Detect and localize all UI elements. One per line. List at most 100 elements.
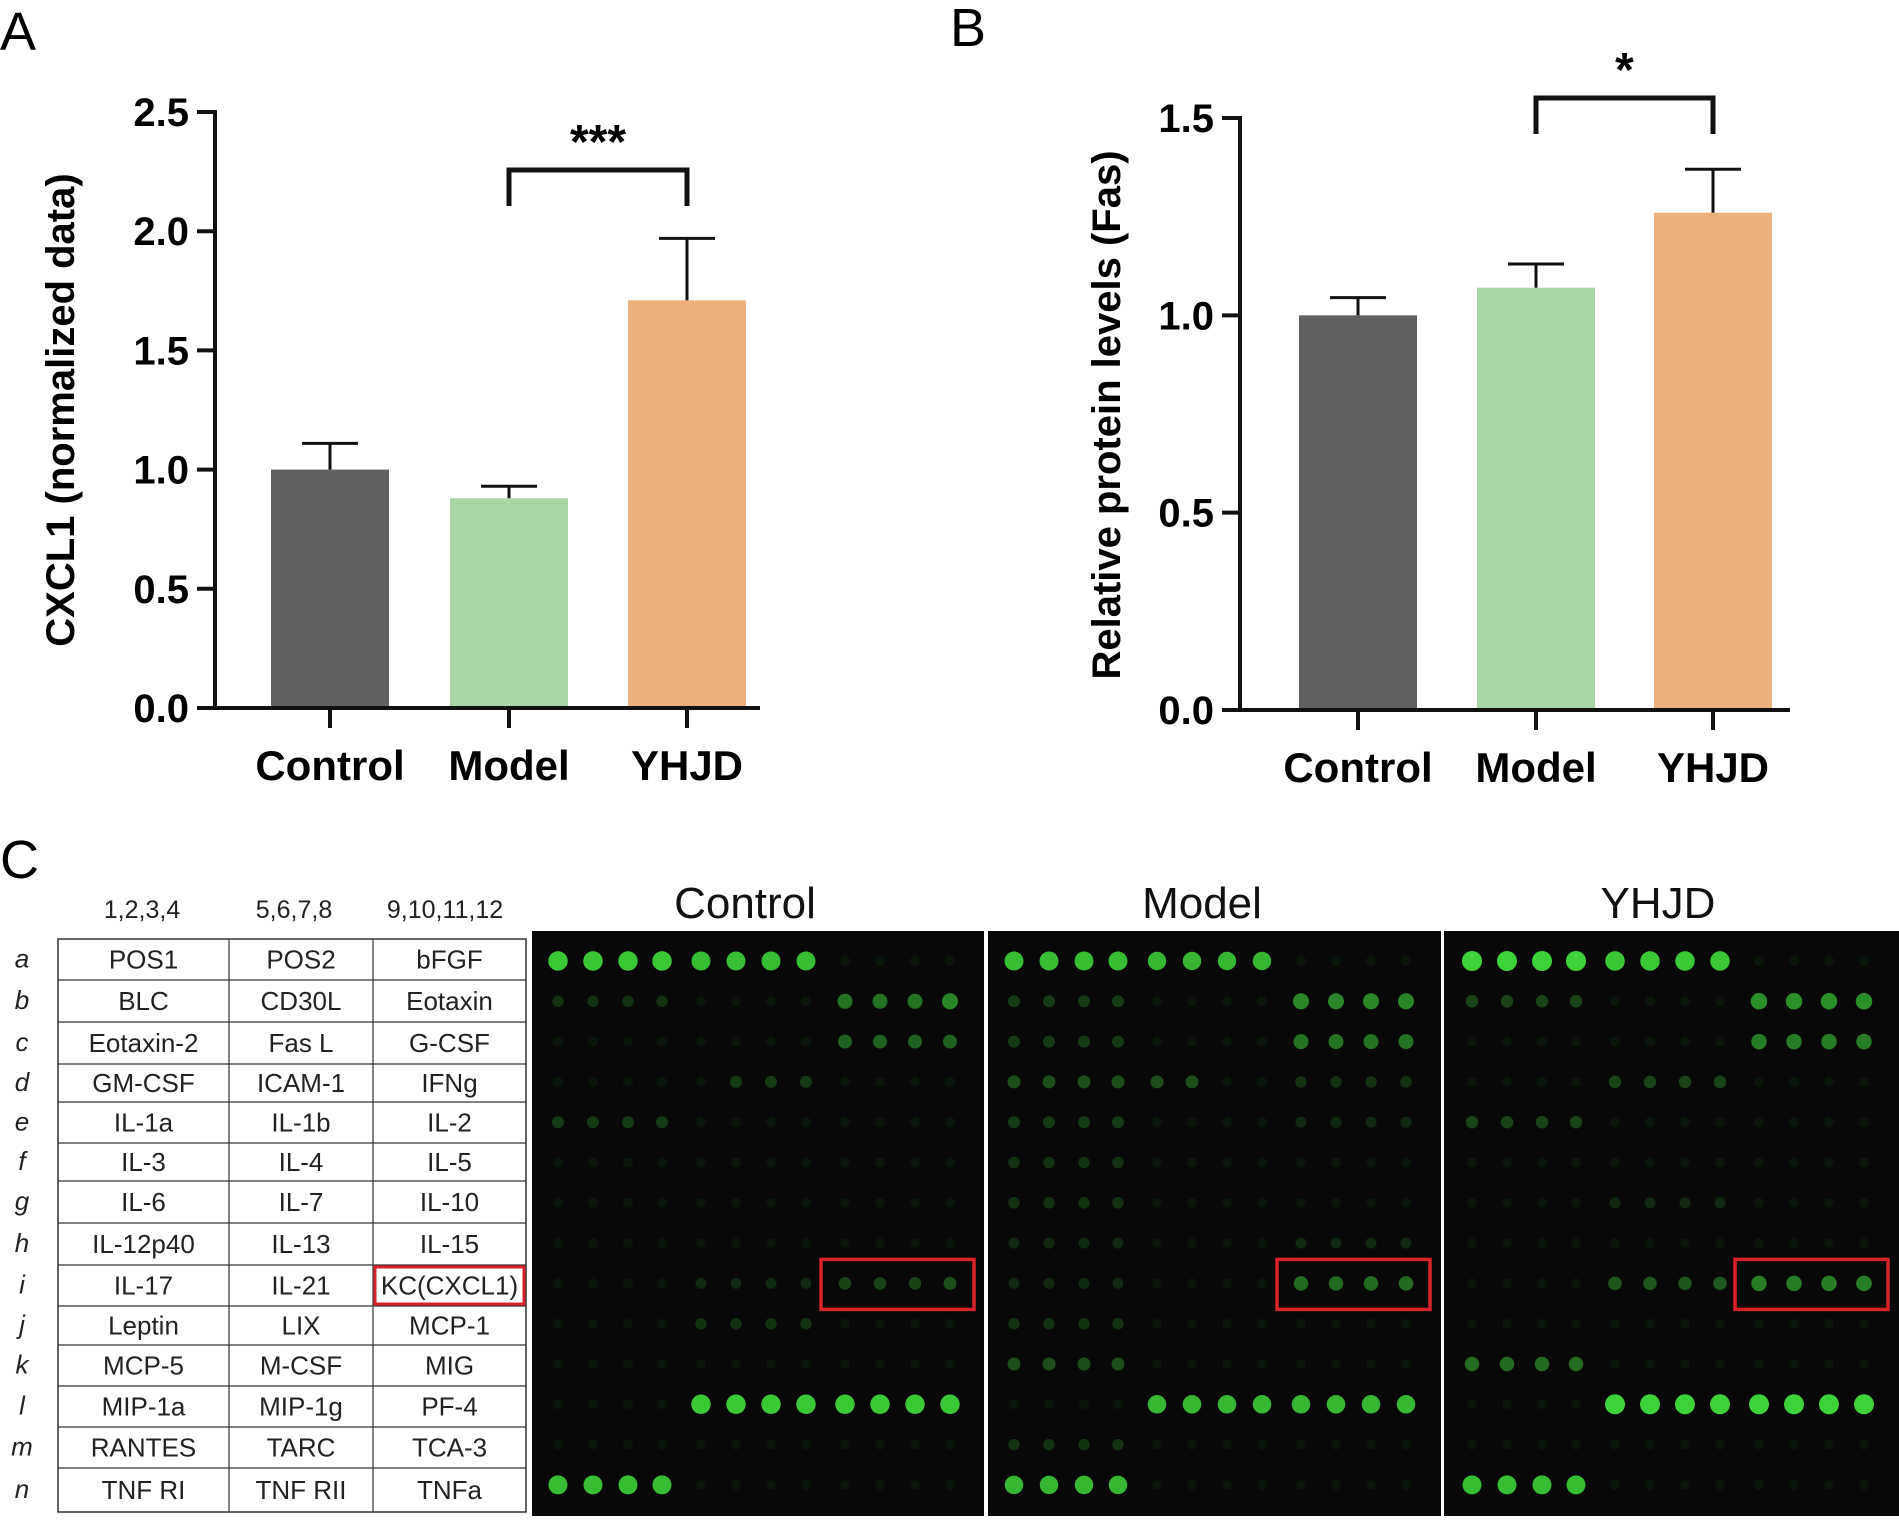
- array-spot: [1819, 1394, 1839, 1415]
- chart-a: Control Model YHJD 0.0 0.5 1.0 1.5 2.0 2.5 CXCL1 …: [39, 91, 760, 789]
- array-spot: [730, 1317, 742, 1330]
- array-spot: [1715, 1117, 1725, 1128]
- array-spot: [1645, 1359, 1655, 1369]
- array-spot: [1043, 1197, 1055, 1209]
- array-spot: [1077, 1075, 1091, 1089]
- array-spot: [875, 1117, 885, 1128]
- array-spot: [945, 1117, 955, 1128]
- array-spot: [1257, 1076, 1267, 1087]
- array-spot: [1534, 1356, 1550, 1372]
- array-spot: [838, 1034, 852, 1049]
- array-spot: [875, 1359, 885, 1369]
- y-tick-label: 1.0: [1158, 294, 1214, 338]
- array-spot: [1366, 1318, 1376, 1329]
- array-spot: [766, 996, 776, 1007]
- array-spot: [1713, 1075, 1727, 1089]
- array-spot: [583, 1475, 603, 1495]
- array-spot: [875, 1318, 885, 1329]
- array-spot: [548, 951, 568, 971]
- array-spot: [1571, 1278, 1581, 1289]
- array-spot: [1296, 1479, 1306, 1490]
- array-spot: [1043, 1277, 1055, 1289]
- array-spot: [1152, 1439, 1162, 1450]
- array-spot: [1295, 1116, 1307, 1128]
- array-spot: [1004, 1475, 1024, 1495]
- array-spot: [766, 1439, 776, 1450]
- array-spot: [1645, 1479, 1655, 1490]
- array-spot: [1571, 1197, 1581, 1208]
- array-spot: [1257, 1238, 1267, 1249]
- array-spot: [1401, 1197, 1411, 1208]
- row-letter: h: [15, 1228, 29, 1258]
- array-spot: [1754, 956, 1764, 966]
- array-spot: [1610, 1439, 1620, 1450]
- array-spot: [1296, 956, 1306, 966]
- array-spot: [731, 1359, 741, 1369]
- array-spot: [1789, 956, 1799, 966]
- highlight-cell-kc-cxcl1: [373, 1265, 526, 1306]
- table-cell: TNFa: [417, 1475, 483, 1505]
- array-spot: [1754, 1197, 1764, 1208]
- array-spot: [1571, 1036, 1581, 1047]
- array-panel-control: [532, 931, 984, 1516]
- significance-bracket: [506, 167, 690, 206]
- array-spot: [657, 1318, 667, 1329]
- table-cell: Eotaxin-2: [89, 1028, 199, 1058]
- array-spot: [731, 1479, 741, 1490]
- array-spot: [1222, 1117, 1232, 1128]
- table-cell: MIG: [425, 1351, 474, 1381]
- array-spot: [1537, 1157, 1547, 1168]
- array-spot: [1467, 1238, 1477, 1249]
- array-spot: [1108, 951, 1128, 971]
- array-spot: [588, 1076, 598, 1087]
- bar-control: [1299, 315, 1417, 710]
- array-spot: [553, 1036, 563, 1047]
- array-spot: [1078, 1035, 1090, 1048]
- table-cell: ICAM-1: [257, 1068, 345, 1098]
- array-spot: [695, 1317, 707, 1330]
- array-spot: [1257, 1197, 1267, 1208]
- array-spot: [1680, 1359, 1690, 1369]
- array-spot: [695, 1277, 707, 1289]
- array-spot: [657, 1076, 667, 1087]
- array-spot: [1610, 996, 1620, 1007]
- array-spot: [1754, 1076, 1764, 1087]
- table-cell: TNF RII: [256, 1475, 347, 1505]
- array-spot: [588, 1036, 598, 1047]
- array-spot: [696, 1117, 706, 1128]
- y-axis-label: Relative protein levels (Fas): [1085, 150, 1129, 679]
- array-spot: [1257, 1157, 1267, 1168]
- array-spot: [1112, 1317, 1124, 1330]
- array-spot: [766, 1238, 776, 1249]
- array-spot: [1187, 1479, 1197, 1490]
- array-spot: [1363, 1034, 1379, 1050]
- array-spot: [905, 1394, 925, 1415]
- array-spot: [1331, 1318, 1341, 1329]
- panel-letter-c: C: [0, 830, 39, 890]
- array-spot: [1401, 1439, 1411, 1450]
- array-spot: [1497, 951, 1517, 971]
- array-spot: [552, 995, 564, 1008]
- array-spot: [1645, 996, 1655, 1007]
- array-spot: [553, 1197, 563, 1208]
- array-spot: [1222, 1157, 1232, 1168]
- array-spot: [1497, 1475, 1517, 1495]
- array-spot: [910, 1479, 920, 1490]
- array-spot: [1152, 1117, 1162, 1128]
- array-spot: [1039, 1475, 1059, 1495]
- array-spot: [873, 1034, 887, 1049]
- array-spot: [1645, 1318, 1655, 1329]
- array-spot: [1645, 1238, 1655, 1249]
- array-spot: [1500, 1115, 1514, 1129]
- array-spot: [1824, 1197, 1834, 1208]
- array-spot: [1537, 1318, 1547, 1329]
- array-spot: [1108, 1475, 1128, 1495]
- array-spot: [1008, 995, 1020, 1008]
- array-spot: [652, 1475, 672, 1495]
- array-spot: [1008, 1438, 1020, 1451]
- table-cell: LIX: [281, 1311, 320, 1341]
- array-spot: [726, 1394, 746, 1415]
- array-spot: [1467, 1278, 1477, 1289]
- table-cell: GM-CSF: [92, 1068, 195, 1098]
- array-spot: [1293, 993, 1309, 1010]
